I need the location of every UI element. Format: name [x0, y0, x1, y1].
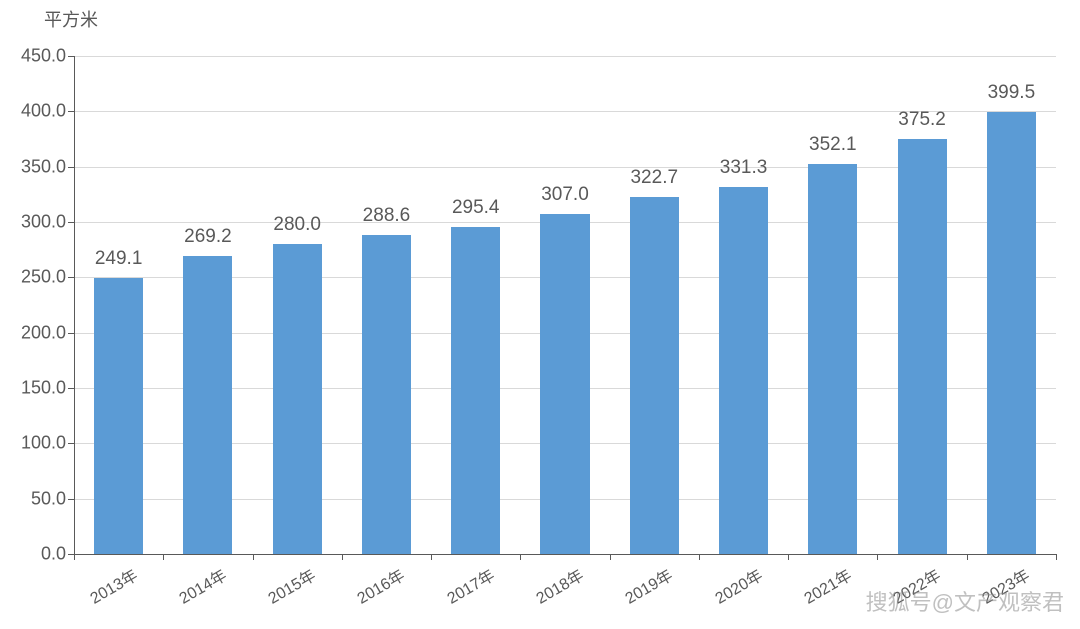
- y-tick-label: 400.0: [21, 101, 66, 122]
- bar-chart: 平方米 0.050.0100.0150.0200.0250.0300.0350.…: [0, 0, 1080, 629]
- x-tick-mark: [253, 554, 254, 560]
- bar-value-label: 331.3: [720, 157, 768, 179]
- bar-value-label: 249.1: [95, 248, 143, 270]
- x-tick-label: 2016年: [352, 562, 409, 609]
- y-axis-line: [74, 56, 75, 554]
- y-tick-label: 250.0: [21, 267, 66, 288]
- x-tick-label: 2019年: [620, 562, 677, 609]
- x-tick-mark: [1056, 554, 1057, 560]
- x-tick-mark: [699, 554, 700, 560]
- gridline: [74, 56, 1056, 57]
- bar-value-label: 352.1: [809, 134, 857, 156]
- x-tick-mark: [967, 554, 968, 560]
- x-axis-line: [74, 554, 1056, 555]
- x-tick-mark: [520, 554, 521, 560]
- bar: [719, 187, 768, 554]
- bar-value-label: 307.0: [541, 184, 589, 206]
- bar: [362, 235, 411, 554]
- x-tick-mark: [163, 554, 164, 560]
- x-tick-label: 2020年: [709, 562, 766, 609]
- x-tick-mark: [74, 554, 75, 560]
- bar-value-label: 295.4: [452, 197, 500, 219]
- x-tick-label: 2023年: [977, 562, 1034, 609]
- y-tick-label: 200.0: [21, 322, 66, 343]
- bar: [183, 256, 232, 554]
- bar: [94, 278, 143, 554]
- bar: [898, 139, 947, 554]
- bar: [630, 197, 679, 554]
- bar-value-label: 322.7: [630, 167, 678, 189]
- bar: [808, 164, 857, 554]
- x-tick-label: 2014年: [174, 562, 231, 609]
- y-tick-label: 0.0: [41, 544, 66, 565]
- x-tick-label: 2021年: [798, 562, 855, 609]
- x-tick-mark: [788, 554, 789, 560]
- x-tick-mark: [877, 554, 878, 560]
- bar-value-label: 288.6: [363, 205, 411, 227]
- y-tick-label: 150.0: [21, 378, 66, 399]
- y-axis-unit-label: 平方米: [44, 6, 98, 32]
- x-tick-label: 2022年: [888, 562, 945, 609]
- y-tick-label: 350.0: [21, 156, 66, 177]
- bar-value-label: 375.2: [898, 109, 946, 131]
- bar-value-label: 269.2: [184, 226, 232, 248]
- bar: [540, 214, 589, 554]
- x-tick-mark: [610, 554, 611, 560]
- x-tick-label: 2013年: [84, 562, 141, 609]
- y-tick-label: 50.0: [31, 488, 66, 509]
- y-tick-label: 300.0: [21, 212, 66, 233]
- plot-area: 0.050.0100.0150.0200.0250.0300.0350.0400…: [74, 56, 1056, 554]
- bar-value-label: 399.5: [988, 82, 1036, 104]
- x-tick-label: 2015年: [263, 562, 320, 609]
- y-tick-label: 100.0: [21, 433, 66, 454]
- bar: [987, 112, 1036, 554]
- y-tick-label: 450.0: [21, 46, 66, 67]
- bar-value-label: 280.0: [273, 214, 321, 236]
- x-tick-label: 2018年: [531, 562, 588, 609]
- x-tick-mark: [342, 554, 343, 560]
- x-tick-mark: [431, 554, 432, 560]
- bar: [451, 227, 500, 554]
- bar: [273, 244, 322, 554]
- x-tick-label: 2017年: [441, 562, 498, 609]
